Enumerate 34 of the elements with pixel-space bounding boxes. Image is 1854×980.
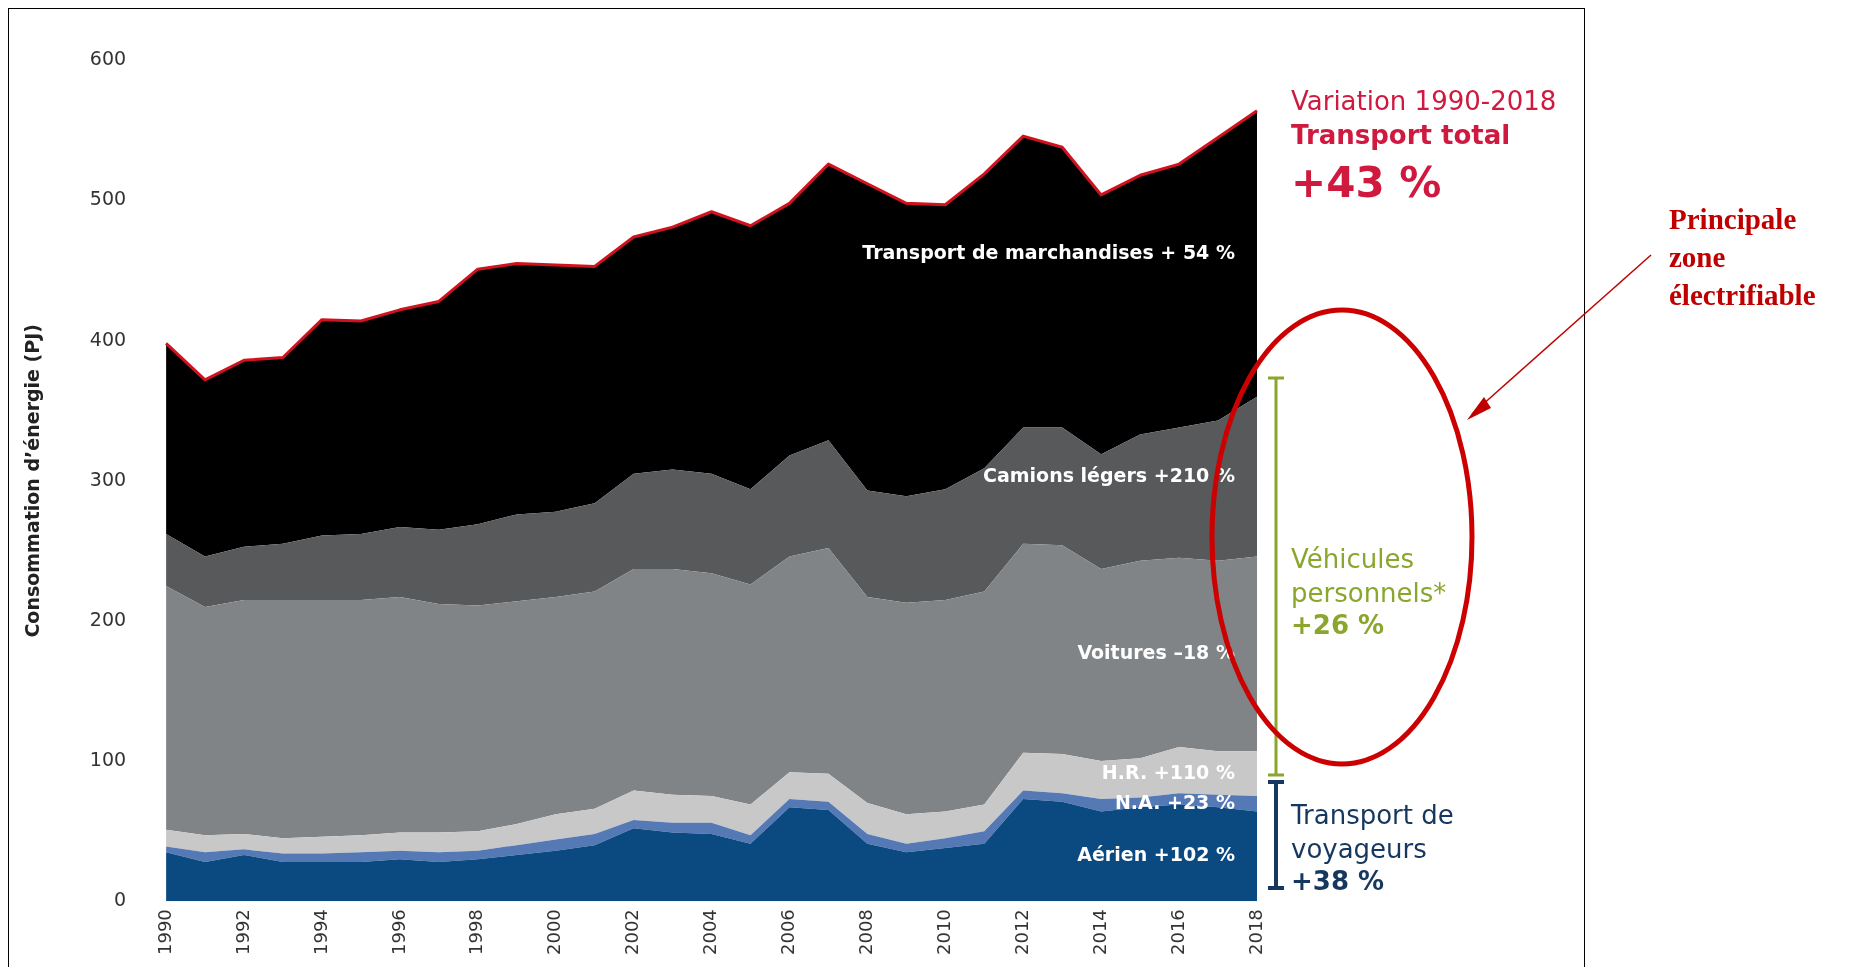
y-tick-label: 600 xyxy=(89,47,127,70)
x-tick-label: 1990 xyxy=(153,909,175,955)
x-tick-label: 1992 xyxy=(231,909,253,955)
x-tick-label: 2004 xyxy=(699,909,721,955)
x-tick-label: 1994 xyxy=(309,909,331,955)
y-tick-label: 400 xyxy=(89,327,127,350)
text: Principale zone électrifiable xyxy=(1669,202,1817,313)
x-tick-label: 2010 xyxy=(932,909,954,955)
text: +43 % xyxy=(1291,158,1442,207)
x-tick-label: 2014 xyxy=(1088,909,1110,955)
x-tick-label: 1998 xyxy=(465,909,487,955)
x-tick-label: 2018 xyxy=(1244,909,1266,955)
y-tick-label: 0 xyxy=(113,888,127,911)
y-axis-title: Consommation d’énergie (PJ) xyxy=(21,324,44,638)
x-tick-label: 2002 xyxy=(621,909,643,955)
text: +26 % xyxy=(1291,610,1385,640)
text: Transport de voyageurs xyxy=(1291,799,1455,866)
x-tick-label: 2012 xyxy=(1010,909,1032,955)
x-tick-label: 2016 xyxy=(1166,909,1188,955)
series-label: N.A. +23 % xyxy=(1114,790,1235,813)
y-tick-label: 500 xyxy=(89,187,127,210)
x-tick-label: 2006 xyxy=(777,909,799,955)
x-tick-label: 1996 xyxy=(387,909,409,955)
text: Variation 1990-2018 xyxy=(1291,86,1557,116)
text: +38 % xyxy=(1291,866,1385,896)
y-tick-label: 100 xyxy=(89,748,127,770)
text: Transport total xyxy=(1291,120,1511,150)
series-label: Transport de marchandises + 54 % xyxy=(862,240,1235,263)
y-tick-label: 300 xyxy=(89,467,127,490)
y-tick-label: 200 xyxy=(89,607,127,630)
text: Véhicules personnels* xyxy=(1291,543,1448,610)
series-label: Aérien +102 % xyxy=(1077,843,1235,866)
x-tick-label: 2000 xyxy=(543,909,565,955)
x-tick-label: 2008 xyxy=(855,909,877,955)
